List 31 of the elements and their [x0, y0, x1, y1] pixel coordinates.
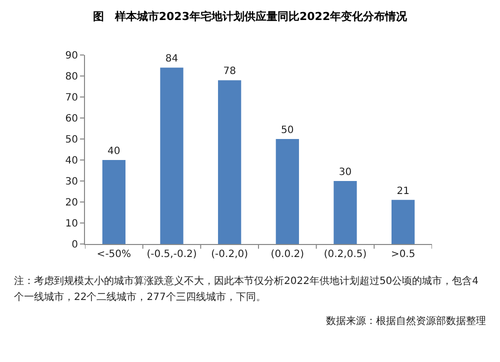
bar — [392, 200, 415, 244]
chart-title: 图 样本城市2023年宅地计划供应量同比2022年变化分布情况 — [92, 10, 408, 23]
text: 注：考虑到规模太小的城市算涨跌意义不大，因此本节仅分析2022年供地计划超过50公顷的城市，包含4个一线城市，22个二线城市，277个三四线城市，下同。 — [14, 274, 480, 305]
y-tick-label: 80 — [65, 72, 78, 82]
data-label: 78 — [223, 66, 236, 78]
data-label: 21 — [396, 186, 410, 197]
source-note: 数据来源：根据自然资源部数据整理 — [325, 314, 486, 329]
bar — [276, 139, 299, 244]
y-tick-label: 10 — [65, 218, 78, 230]
data-label: 50 — [281, 125, 294, 136]
x-tick-label: (0.2,0.5) — [324, 249, 367, 260]
x-tick-label: >0.5 — [390, 249, 416, 260]
data-label: 84 — [165, 54, 178, 65]
y-tick-label: 30 — [65, 176, 78, 188]
y-tick-label: 60 — [65, 114, 78, 124]
y-tick-label: 40 — [65, 156, 78, 166]
bar — [160, 68, 184, 244]
y-tick-label: 70 — [65, 92, 78, 104]
y-tick-label: 0 — [72, 240, 78, 250]
x-tick-label: (0.0.2) — [270, 249, 304, 260]
bar — [218, 80, 242, 244]
y-tick-label: 50 — [65, 134, 78, 146]
bar — [102, 160, 126, 244]
y-tick-label: 90 — [65, 50, 78, 62]
data-label: 40 — [108, 146, 120, 157]
x-tick-label: (-0.2,0) — [211, 249, 248, 260]
data-label: 30 — [338, 167, 352, 178]
x-tick-label: (-0.5,-0.2) — [146, 249, 197, 260]
bar — [334, 181, 357, 244]
x-tick-label: <-50% — [96, 249, 132, 260]
y-tick-label: 20 — [65, 198, 78, 208]
